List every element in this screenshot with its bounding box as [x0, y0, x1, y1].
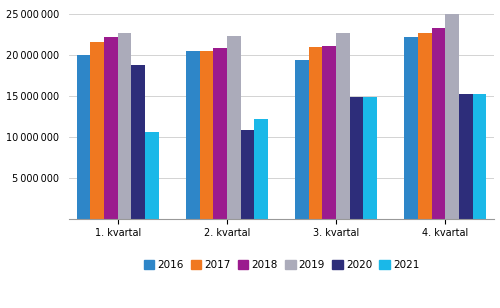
Bar	[227, 36, 240, 219]
Bar	[90, 42, 104, 219]
Bar	[213, 48, 227, 219]
Bar	[350, 96, 364, 219]
Bar	[322, 46, 336, 219]
Bar	[240, 130, 254, 219]
Bar	[118, 34, 132, 219]
Bar	[472, 94, 486, 219]
Bar	[295, 60, 309, 219]
Bar	[336, 33, 349, 219]
Legend: 2016, 2017, 2018, 2019, 2020, 2021: 2016, 2017, 2018, 2019, 2020, 2021	[140, 256, 424, 274]
Bar	[364, 96, 377, 219]
Bar	[446, 14, 459, 219]
Bar	[104, 37, 118, 219]
Bar	[186, 51, 200, 219]
Bar	[418, 34, 432, 219]
Bar	[132, 65, 145, 219]
Bar	[254, 120, 268, 219]
Bar	[432, 28, 446, 219]
Bar	[459, 94, 472, 219]
Bar	[404, 37, 418, 219]
Bar	[76, 55, 90, 219]
Bar	[145, 132, 158, 219]
Bar	[309, 47, 322, 219]
Bar	[200, 51, 213, 219]
